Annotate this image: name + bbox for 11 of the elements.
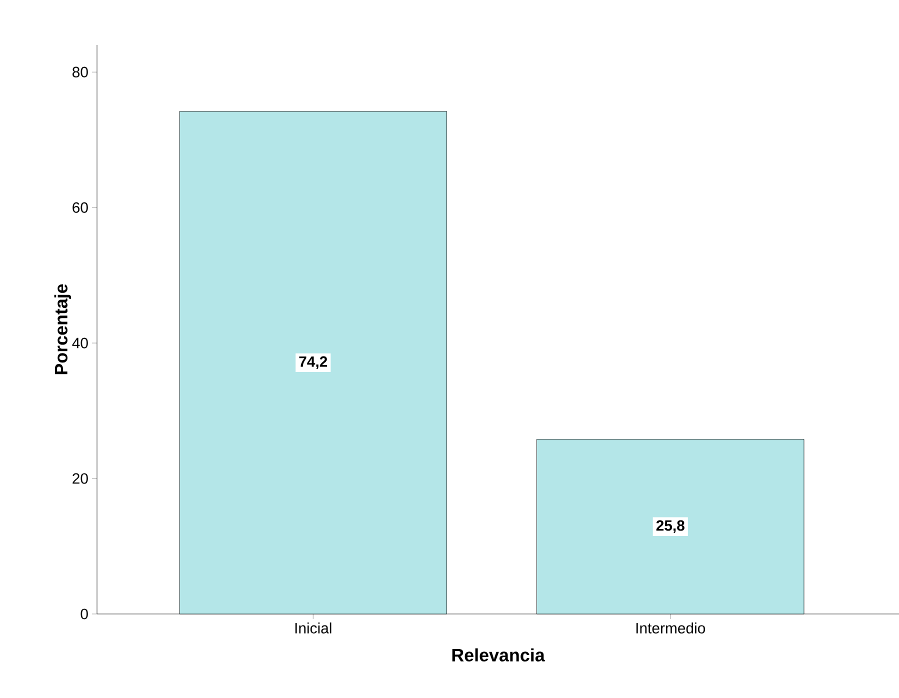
y-tick-label: 0 — [80, 608, 88, 620]
data-label: 74,2 — [299, 356, 328, 370]
y-tick-label: 60 — [72, 202, 88, 213]
x-tick-label: Inicial — [295, 622, 332, 634]
x-tick-label: Intermedio — [636, 622, 706, 634]
x-axis-title: Relevancia — [452, 648, 545, 662]
y-tick-label: 80 — [72, 66, 88, 78]
y-axis-title: Porcentaje — [54, 284, 72, 374]
y-tick-label: 40 — [72, 338, 88, 348]
data-label: 25,8 — [656, 520, 684, 533]
y-tick-label: 20 — [72, 473, 88, 484]
